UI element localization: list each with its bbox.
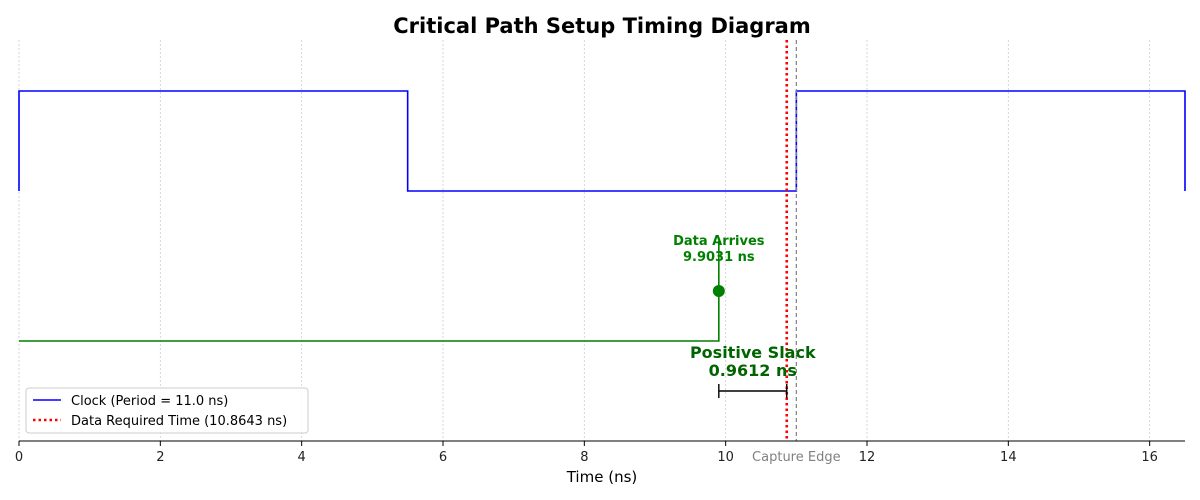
x-axis: 0 2 4 6 8 10 12 14 16 [15,440,1185,465]
legend-box [25,387,309,434]
data-arrival-marker [712,285,725,297]
x-tick-label: 8 [580,450,588,465]
x-tick-label: 4 [298,450,306,465]
chart-title: Critical Path Setup Timing Diagram [393,14,810,38]
data-arrival-time-label: 9.9031 ns [683,250,755,265]
slack-value-label: 0.9612 ns [709,361,797,380]
x-tick-label: 16 [1141,450,1158,465]
data-waveform [19,241,720,342]
x-tick-label: 12 [859,450,876,465]
x-tick-label: 2 [156,450,164,465]
x-tick-label: 0 [15,450,23,465]
data-arrival-label: Data Arrives [673,234,765,249]
series-layer [18,90,1186,342]
legend-entry-label: Data Required Time (10.8643 ns) [71,414,287,429]
legend: Clock (Period = 11.0 ns) Data Required Ti… [25,387,309,434]
grid-layer [18,40,1151,441]
x-axis-label: Time (ns) [566,468,638,486]
capture-edge-label: Capture Edge [752,450,841,465]
legend-entry-label: Clock (Period = 11.0 ns) [71,394,228,409]
x-tick-label: 14 [1000,450,1017,465]
slack-label: Positive Slack [690,343,816,362]
clock-waveform [18,90,1186,192]
x-tick-label: 10 [717,450,734,465]
x-tick-label: 6 [439,450,447,465]
